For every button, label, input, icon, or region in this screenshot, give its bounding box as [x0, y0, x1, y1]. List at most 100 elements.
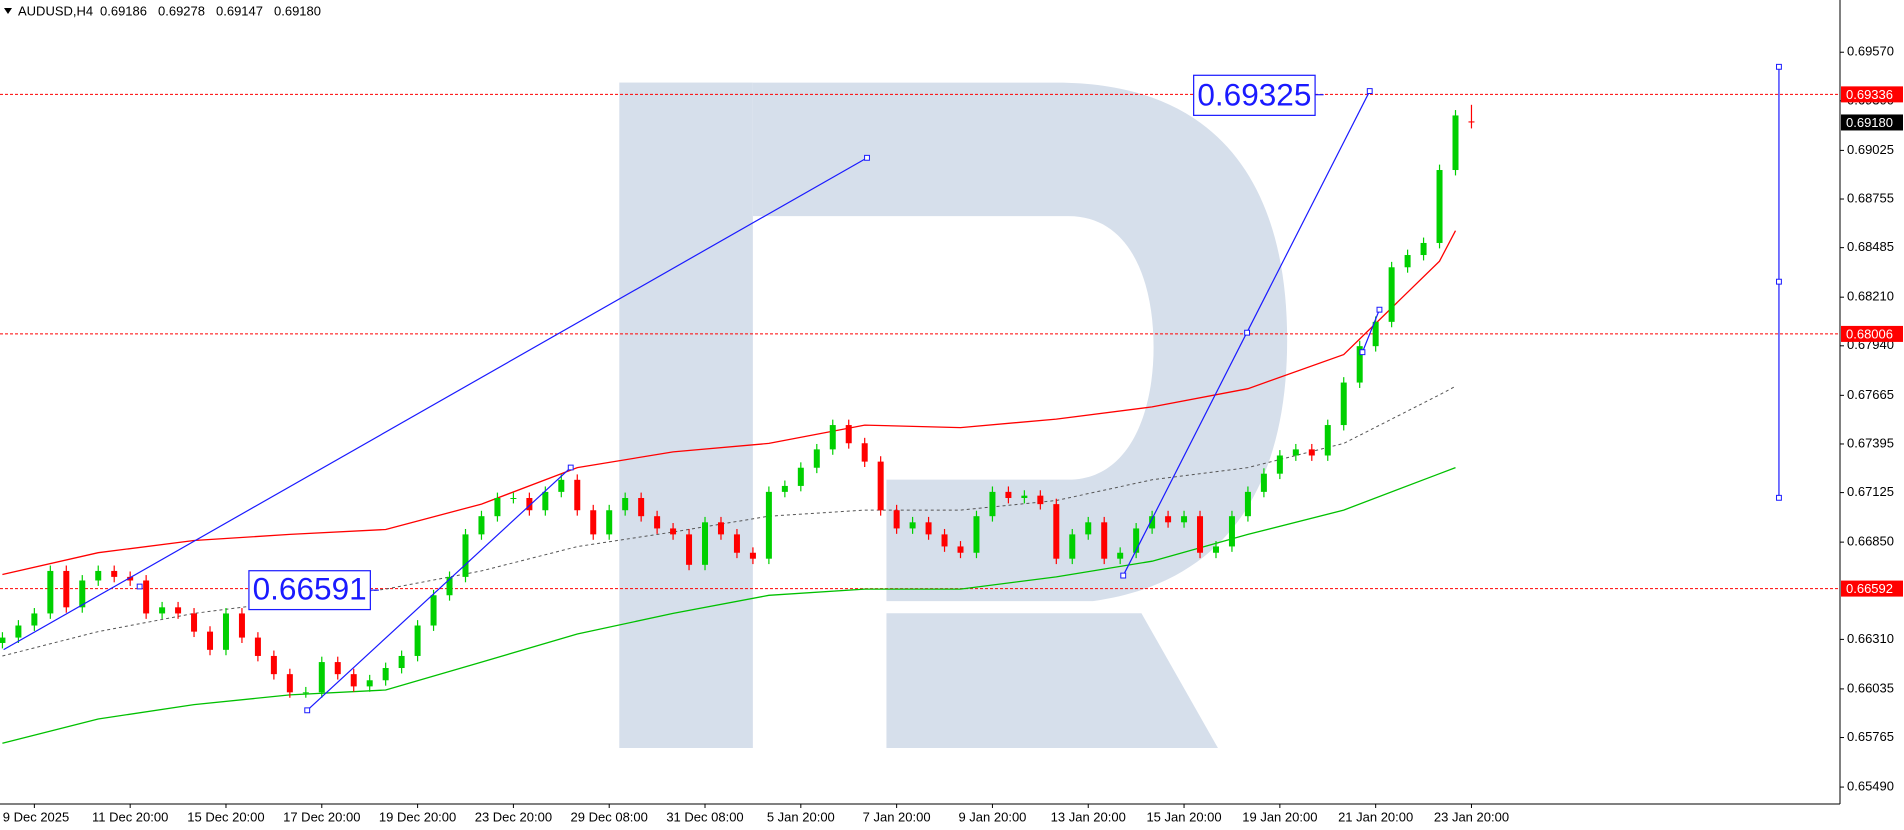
- ohlc-close: 0.69180: [274, 3, 321, 18]
- candle-body: [622, 497, 629, 511]
- candle-body: [398, 655, 405, 669]
- handle: [305, 708, 310, 713]
- candle-body: [1324, 425, 1331, 456]
- candle-body: [1404, 255, 1411, 268]
- drawings: 0.69325 0.66591: [4, 64, 1782, 712]
- candle-body: [1308, 449, 1315, 456]
- handle: [137, 584, 142, 589]
- x-tick-label: 29 Dec 08:00: [571, 809, 648, 824]
- candle-body: [925, 522, 932, 535]
- handle: [568, 465, 573, 470]
- handle: [1777, 495, 1782, 500]
- candle-body: [526, 497, 533, 511]
- x-tick-label: 19 Dec 20:00: [379, 809, 456, 824]
- x-tick-label: 9 Dec 2025: [3, 809, 70, 824]
- y-tick-label: 0.65765: [1847, 729, 1894, 744]
- y-tick-label: 0.66850: [1847, 534, 1894, 549]
- price-label: 0.69336: [1846, 87, 1893, 102]
- candle-body: [462, 534, 469, 577]
- candle-body: [1037, 495, 1044, 505]
- candle-body: [1117, 552, 1124, 559]
- candle-body: [143, 580, 150, 614]
- symbol: AUDUSD,H4: [18, 3, 93, 18]
- annotation: 0.66591: [253, 571, 367, 607]
- candle-body: [1244, 491, 1251, 517]
- candle-body: [1053, 504, 1060, 559]
- candle-body: [1165, 516, 1172, 523]
- candle-body: [686, 534, 693, 565]
- x-tick-label: 23 Dec 20:00: [475, 809, 552, 824]
- candle-body: [1436, 170, 1443, 243]
- candle-body: [15, 625, 22, 638]
- candle-body: [510, 497, 517, 499]
- candle-body: [702, 522, 709, 565]
- candle-body: [350, 674, 357, 687]
- candle-body: [430, 595, 437, 626]
- moving-average: [2, 466, 1456, 744]
- candle-body: [845, 425, 852, 444]
- candle-body: [733, 534, 740, 553]
- candle-body: [1452, 115, 1459, 171]
- x-tick-label: 13 Jan 20:00: [1051, 809, 1126, 824]
- ohlc-low: 0.69147: [216, 3, 263, 18]
- candle-body: [191, 613, 198, 632]
- candle-body: [542, 491, 549, 511]
- candle-body: [238, 613, 245, 638]
- candle-body: [813, 449, 820, 468]
- handle: [1777, 279, 1782, 284]
- y-tick-label: 0.66310: [1847, 631, 1894, 646]
- y-tick-label: 0.69025: [1847, 142, 1894, 157]
- candle-body: [366, 680, 373, 687]
- candle-body: [749, 552, 756, 559]
- candle-body: [1228, 516, 1235, 547]
- candle-body: [334, 662, 341, 675]
- annotation-box: [1193, 74, 1316, 116]
- x-tick-label: 11 Dec 20:00: [92, 809, 168, 824]
- candle-body: [175, 607, 182, 614]
- handle: [865, 155, 870, 160]
- candle-body: [31, 613, 38, 626]
- candle-body: [797, 467, 804, 486]
- handle: [1121, 573, 1126, 578]
- ohlc-high: 0.69278: [158, 3, 205, 18]
- candle-body: [1149, 516, 1156, 529]
- candle-body: [63, 570, 70, 608]
- watermark: [619, 82, 1288, 749]
- trend-line: [1362, 310, 1379, 353]
- price-label: 0.68006: [1846, 326, 1893, 341]
- handle: [1245, 330, 1250, 335]
- candle-body: [1372, 321, 1379, 347]
- candle-body: [670, 528, 677, 535]
- candle-body: [1292, 449, 1299, 456]
- y-tick-label: 0.65490: [1847, 779, 1894, 794]
- candle-body: [1260, 473, 1267, 492]
- price-label: 0.66592: [1846, 581, 1893, 596]
- candle-body: [909, 522, 916, 529]
- candle-body: [781, 485, 788, 492]
- price-box: [1841, 114, 1903, 131]
- candle-body: [558, 479, 565, 492]
- candle-body: [1468, 121, 1475, 123]
- candle-body: [989, 491, 996, 517]
- trend-line: [4, 158, 867, 650]
- candle-body: [1356, 346, 1363, 383]
- candle-body: [957, 546, 964, 553]
- annotation-box: [248, 570, 371, 611]
- handle: [1367, 89, 1372, 94]
- x-tick-label: 23 Jan 20:00: [1434, 809, 1509, 824]
- candle-body: [1276, 455, 1283, 474]
- candle-body: [318, 662, 325, 693]
- y-tick-label: 0.66035: [1847, 680, 1894, 695]
- candle-body: [302, 692, 309, 694]
- candle-body: [222, 613, 229, 650]
- price-label: 0.69180: [1846, 115, 1893, 130]
- candle-body: [606, 510, 613, 535]
- candle-body: [286, 674, 293, 693]
- y-tick-label: 0.68485: [1847, 239, 1894, 254]
- candle-body: [1021, 495, 1028, 498]
- candle-body: [590, 510, 597, 535]
- x-tick-label: 19 Jan 20:00: [1242, 809, 1317, 824]
- watermark-leg: [886, 613, 1218, 749]
- candle-body: [79, 580, 86, 608]
- candle-body: [1388, 267, 1395, 322]
